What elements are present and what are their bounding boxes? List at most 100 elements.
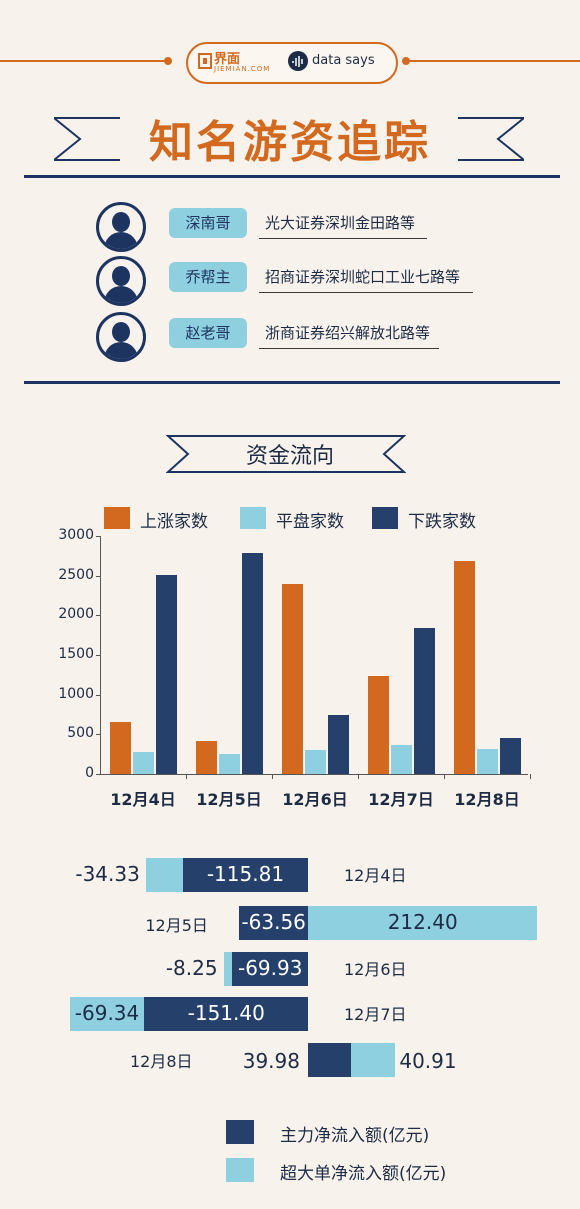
y-tick-label: 0 bbox=[85, 765, 94, 781]
legend-label-main: 主力净流入额(亿元) bbox=[280, 1126, 430, 1146]
x-tick-mark bbox=[358, 774, 359, 779]
x-tick-label: 12月5日 bbox=[196, 790, 262, 809]
flow-value-super: 40.91 bbox=[399, 1049, 457, 1073]
legend-swatch-flat bbox=[240, 507, 266, 529]
legend-label-up: 上涨家数 bbox=[140, 512, 208, 532]
x-tick-mark bbox=[530, 774, 531, 779]
flow-value-super: 212.40 bbox=[387, 910, 458, 934]
datasays-icon bbox=[288, 51, 308, 71]
bar bbox=[155, 574, 177, 774]
legend-swatch-main bbox=[226, 1120, 254, 1144]
bar bbox=[241, 553, 263, 774]
flow-value-super: -8.25 bbox=[165, 956, 218, 980]
header-line-right bbox=[410, 60, 580, 62]
y-tick-label: 1500 bbox=[58, 646, 94, 662]
logo-pill: 界面 JIEMIAN.COM data says bbox=[186, 42, 398, 84]
flow-bar-main bbox=[308, 1043, 352, 1077]
divider-bottom bbox=[24, 381, 560, 384]
x-tick-label: 12月7日 bbox=[368, 790, 434, 809]
y-tick-mark bbox=[96, 536, 100, 537]
x-tick-label: 12月8日 bbox=[454, 790, 520, 809]
divider-top bbox=[24, 175, 560, 178]
x-axis-line bbox=[100, 774, 528, 775]
x-tick-label: 12月6日 bbox=[282, 790, 348, 809]
flow-value-main: 39.98 bbox=[242, 1049, 300, 1073]
x-tick-mark bbox=[272, 774, 273, 779]
legend-swatch-down bbox=[372, 507, 398, 529]
flow-bar-main bbox=[232, 952, 308, 986]
bar bbox=[132, 751, 154, 774]
x-tick-mark bbox=[186, 774, 187, 779]
legend-label-down: 下跌家数 bbox=[408, 512, 476, 532]
y-tick-mark bbox=[96, 774, 100, 775]
flow-date: 12月7日 bbox=[344, 1005, 407, 1024]
trader-desc-3: 浙商证券绍兴解放北路等 bbox=[265, 324, 431, 342]
bar bbox=[281, 583, 303, 774]
legend-swatch-up bbox=[104, 507, 130, 529]
logo-jiemian: 界面 bbox=[214, 52, 241, 67]
bar bbox=[499, 738, 521, 774]
flow-bar-super bbox=[308, 906, 538, 940]
y-axis-line bbox=[100, 536, 101, 774]
flow-bar-main bbox=[239, 906, 308, 940]
header-dot-right bbox=[402, 57, 410, 65]
flow-bar-super bbox=[351, 1043, 396, 1077]
y-tick-mark bbox=[96, 694, 100, 696]
section-ribbon bbox=[166, 435, 406, 473]
avatar-2 bbox=[96, 256, 146, 306]
legend-swatch-super bbox=[226, 1158, 254, 1182]
y-tick-mark bbox=[96, 734, 100, 736]
trader-underline-1 bbox=[259, 238, 427, 239]
flow-date: 12月4日 bbox=[344, 866, 407, 885]
trader-underline-3 bbox=[259, 348, 439, 349]
y-tick-label: 2000 bbox=[58, 606, 94, 623]
bar bbox=[476, 749, 498, 774]
flow-bar-main bbox=[144, 997, 308, 1031]
section-title: 资金流向 bbox=[245, 444, 334, 469]
trader-name-3: 赵老哥 bbox=[169, 318, 247, 348]
title-ribbon-right bbox=[458, 117, 524, 161]
bar bbox=[390, 744, 412, 774]
flow-bar-super bbox=[69, 997, 145, 1031]
flow-bar-super bbox=[223, 952, 233, 986]
trader-name-1: 深南哥 bbox=[169, 208, 247, 238]
header-line-left bbox=[0, 60, 168, 62]
avatar-1 bbox=[96, 202, 146, 252]
logo-jiemian-sub: JIEMIAN.COM bbox=[214, 65, 271, 73]
flow-value-main: -63.56 bbox=[241, 910, 306, 934]
x-tick-mark bbox=[444, 774, 445, 779]
title-ribbon-left bbox=[54, 117, 120, 161]
flow-date: 12月5日 bbox=[145, 916, 208, 935]
trader-name-2: 乔帮主 bbox=[169, 262, 247, 292]
bar bbox=[304, 750, 326, 774]
bar bbox=[453, 560, 475, 774]
bar bbox=[109, 722, 131, 774]
y-tick-label: 2500 bbox=[58, 566, 94, 583]
y-tick-label: 1000 bbox=[58, 685, 94, 702]
header-dot-left bbox=[164, 57, 172, 65]
trader-desc-1: 光大证券深圳金田路等 bbox=[265, 214, 416, 232]
flow-value-main: -151.40 bbox=[187, 1001, 265, 1025]
logo-datasays: data says bbox=[312, 53, 375, 68]
bar bbox=[413, 628, 435, 774]
flow-date: 12月6日 bbox=[344, 960, 407, 979]
page-title: 知名游资追踪 bbox=[149, 117, 431, 168]
legend-label-super: 超大单净流入额(亿元) bbox=[280, 1164, 447, 1184]
bar bbox=[218, 754, 240, 774]
bar bbox=[327, 715, 349, 774]
y-tick-label: 500 bbox=[67, 725, 94, 742]
flow-value-main: -69.93 bbox=[237, 956, 303, 980]
y-tick-mark bbox=[96, 615, 100, 617]
flow-bar-super bbox=[145, 858, 183, 892]
flow-value-main: -115.81 bbox=[206, 862, 285, 886]
jiemian-logo-icon bbox=[198, 53, 212, 69]
flow-value-super: -34.33 bbox=[75, 862, 140, 886]
legend-label-flat: 平盘家数 bbox=[276, 512, 344, 532]
flow-bar-main bbox=[182, 858, 308, 892]
y-tick-mark bbox=[96, 575, 100, 577]
y-tick-mark bbox=[96, 655, 100, 656]
avatar-3 bbox=[96, 312, 146, 362]
x-tick-label: 12月4日 bbox=[110, 790, 176, 809]
bar bbox=[195, 741, 217, 774]
trader-desc-2: 招商证券深圳蛇口工业七路等 bbox=[265, 268, 461, 286]
